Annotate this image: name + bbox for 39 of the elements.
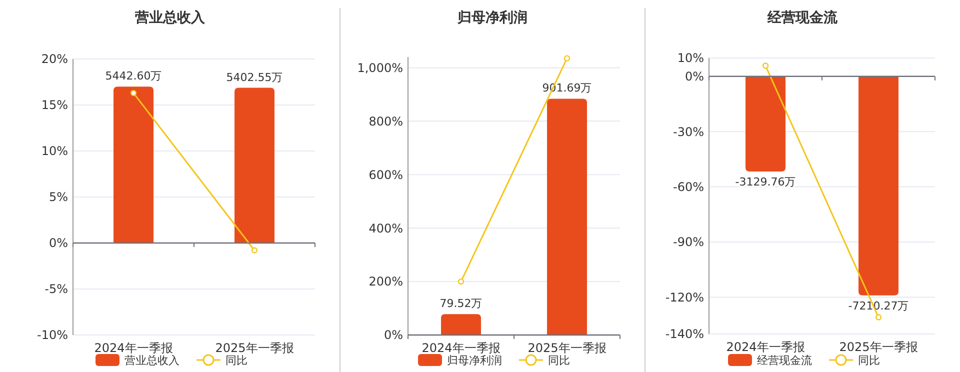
x-tick-label: 2025年一季报 [528, 341, 606, 355]
y-tick-label: -60% [672, 180, 704, 194]
y-tick-label: -120% [665, 290, 704, 304]
y-tick-label: -140% [665, 327, 704, 342]
chart-title: 营业总收入 [134, 10, 206, 26]
legend-label: 营业总收入 [124, 354, 180, 367]
chart-title: 经营现金流 [766, 9, 838, 26]
x-tick-label: 2024年一季报 [94, 341, 173, 355]
y-tick-label: 800% [368, 114, 403, 128]
x-tick-label: 2025年一季报 [839, 340, 918, 354]
legend-label: 同比 [548, 354, 570, 367]
data-label: 79.52万 [440, 297, 482, 310]
y-tick-label: 0% [384, 328, 403, 342]
legend-label: 同比 [858, 354, 880, 367]
x-tick-label: 2024年一季报 [422, 341, 500, 355]
y-tick-label: 1,000% [357, 60, 403, 75]
y-tick-label: 10% [677, 51, 704, 66]
y-tick-label: 600% [368, 168, 403, 182]
data-label: -3129.76万 [735, 175, 796, 188]
y-tick-label: 10% [41, 144, 68, 158]
y-tick-label: -10% [36, 328, 68, 342]
legend-label: 同比 [226, 354, 248, 367]
data-label: 5442.60万 [105, 70, 162, 83]
x-tick-label: 2025年一季报 [215, 341, 294, 355]
y-tick-label: 0% [684, 70, 704, 84]
y-tick-label: 400% [368, 221, 403, 236]
y-tick-label: 5% [48, 190, 68, 204]
y-tick-label: 20% [41, 52, 68, 66]
y-tick-label: -90% [672, 235, 704, 250]
y-tick-label: 0% [48, 236, 68, 250]
y-tick-label: 15% [41, 98, 68, 112]
y-tick-label: -30% [672, 124, 704, 139]
legend-label: 经营现金流 [757, 354, 812, 367]
legend-label: 归母净利润 [447, 354, 502, 367]
y-tick-label: -5% [44, 282, 68, 296]
chart-title: 归母净利润 [456, 9, 528, 26]
x-tick-label: 2024年一季报 [726, 340, 805, 354]
data-label: 5402.55万 [226, 70, 283, 84]
y-tick-label: 200% [368, 274, 403, 289]
